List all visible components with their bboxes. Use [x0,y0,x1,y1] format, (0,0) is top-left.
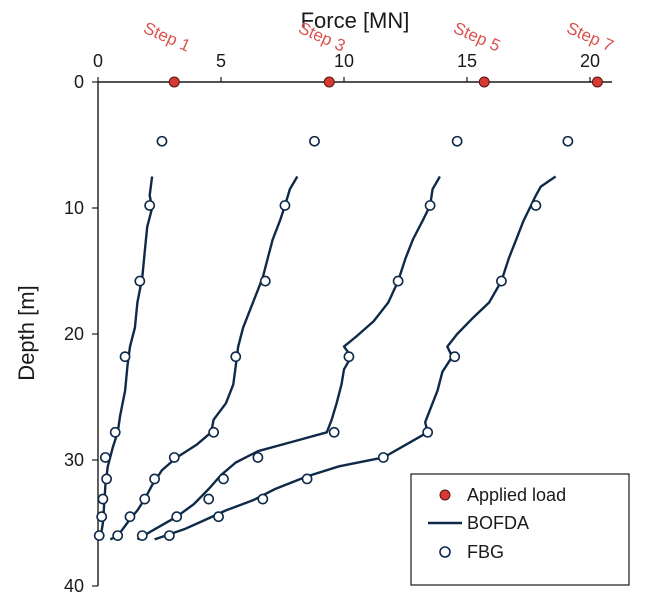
fbg-point [203,493,215,505]
fbg-point [124,511,136,523]
fbg-point [144,200,156,211]
fbg-point [99,452,111,463]
applied-load-layer [168,76,603,88]
fbg-point [422,426,434,438]
x-tick-label: 0 [93,51,103,71]
fbg-point [309,135,320,147]
fbg-point [213,511,224,523]
fbg-point [136,530,148,541]
step-label: Step 1 [141,18,194,55]
fbg-point [343,351,355,363]
legend-fbg-marker [439,546,451,558]
applied-load-point [168,76,180,88]
fbg-point [562,135,574,147]
y-tick-label: 20 [64,324,84,344]
fbg-point [449,351,461,363]
fbg-point [109,426,121,438]
fbg-point [96,511,108,523]
fbg-point [139,493,151,505]
fbg-point [101,473,113,485]
fbg-point [97,493,109,505]
fbg-point [496,275,507,287]
x-tick-label: 20 [580,51,600,71]
fbg-point [119,351,131,363]
x-tick-label: 10 [334,51,354,71]
fbg-point [93,530,105,541]
applied-load-point [591,76,603,88]
fbg-point [377,452,389,463]
y-tick-label: 0 [74,72,84,92]
fbg-point [424,200,436,211]
fbg-point [163,530,175,541]
fbg-point [168,452,180,463]
fbg-point [259,275,271,287]
fbg-markers-layer [93,135,574,541]
x-tick-label: 15 [457,51,477,71]
legend-applied-load-marker [439,489,451,501]
fbg-point [328,426,340,438]
fbg-point [134,275,146,287]
fbg-point [112,530,124,541]
fbg-point [171,511,183,523]
fbg-point [451,135,463,147]
fbg-point [208,426,220,438]
ticks-layer: 0 5 10 15 20 0 10 20 30 40 [64,51,600,596]
legend-bofda-label: BOFDA [467,513,529,533]
fbg-point [279,200,291,211]
y-axis-title: Depth [m] [14,285,39,380]
bofda-series-line [109,175,299,541]
fbg-point [530,200,542,211]
fbg-point [156,135,168,147]
applied-load-point [323,76,335,88]
fbg-point [392,275,404,287]
x-tick-label: 5 [216,51,226,71]
fbg-point [218,473,229,485]
fbg-point [301,473,313,485]
bofda-series-line [99,176,154,539]
y-tick-label: 10 [64,198,84,218]
legend-applied-load-label: Applied load [467,485,566,505]
fbg-point [252,452,264,463]
fbg-point [257,493,269,505]
y-tick-label: 40 [64,576,84,596]
legend: Applied load BOFDA FBG [410,473,630,586]
y-tick-label: 30 [64,450,84,470]
fbg-point [230,351,242,363]
legend-fbg-label: FBG [467,542,504,562]
bofda-series-line [136,175,441,541]
x-axis-title: Force [MN] [301,8,410,33]
applied-load-point [478,76,490,88]
fbg-point [149,473,160,485]
